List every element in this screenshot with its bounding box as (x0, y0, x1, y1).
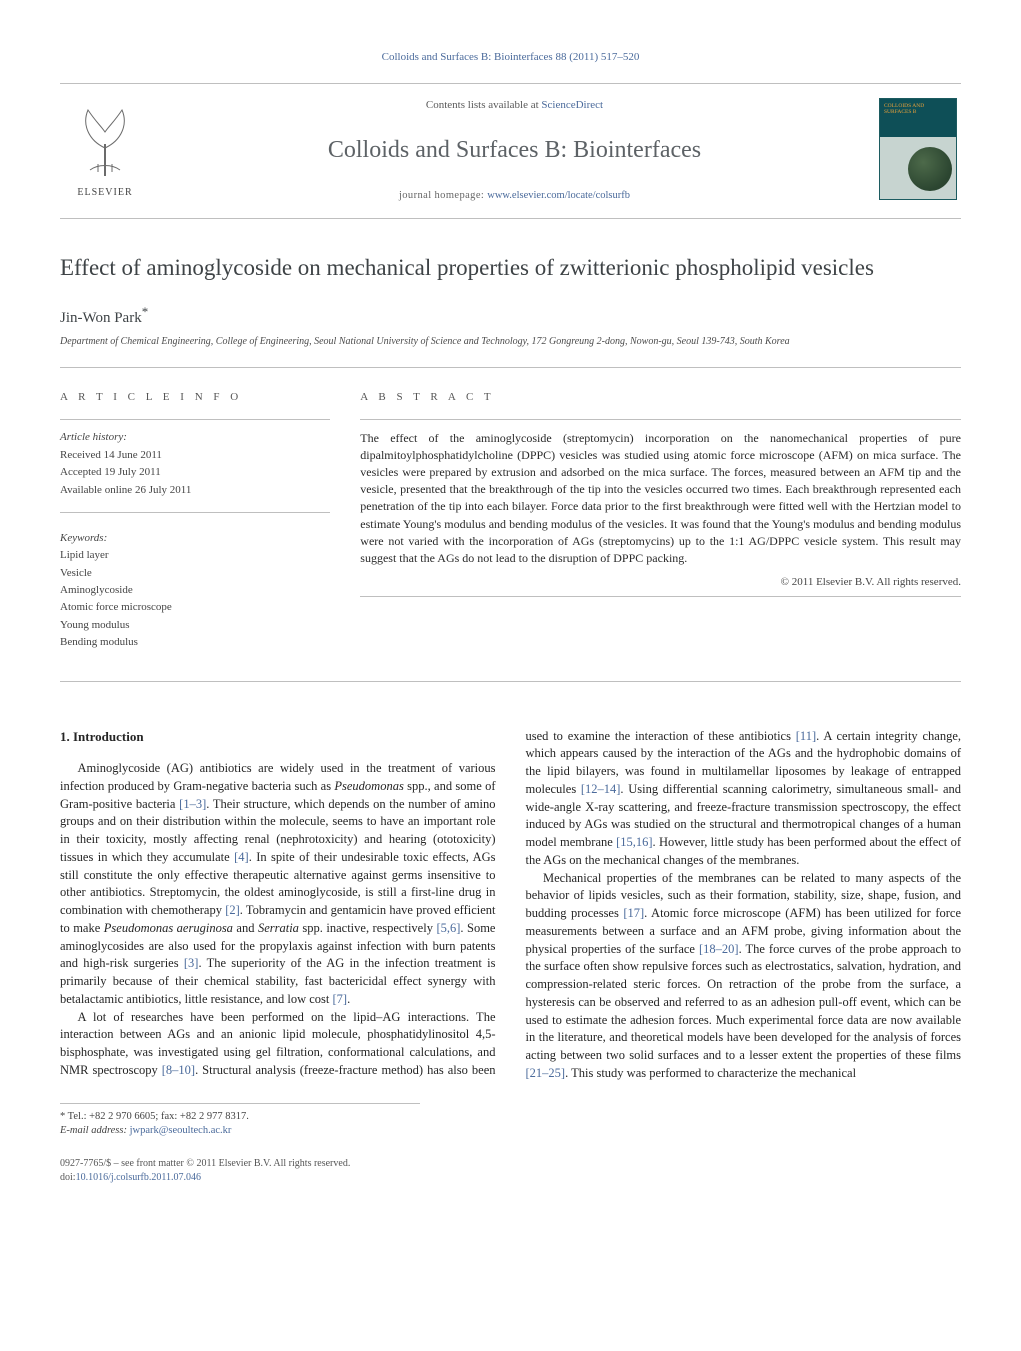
footnotes: * Tel.: +82 2 970 6605; fax: +82 2 977 8… (60, 1103, 420, 1139)
divider (60, 681, 961, 682)
doi-line: doi:10.1016/j.colsurfb.2011.07.046 (60, 1171, 350, 1185)
masthead-center: Contents lists available at ScienceDirec… (150, 98, 879, 204)
publisher-block: ELSEVIER (60, 98, 150, 200)
citation-link[interactable]: [15,16] (616, 835, 652, 849)
cover-thumb-block: COLLOIDS AND SURFACES B (879, 98, 961, 200)
citation-link[interactable]: [17] (623, 906, 644, 920)
citation-link[interactable]: [4] (234, 850, 249, 864)
homepage-line: journal homepage: www.elsevier.com/locat… (160, 189, 869, 204)
species-name: Serratia (258, 921, 299, 935)
history-label: Article history: (60, 430, 330, 445)
author-line: Jin-Won Park* (60, 303, 961, 329)
text-run: spp. inactive, respectively (299, 921, 437, 935)
article-info-column: A R T I C L E I N F O Article history: R… (60, 390, 330, 653)
journal-title: Colloids and Surfaces B: Biointerfaces (160, 134, 869, 168)
history-received: Received 14 June 2011 (60, 448, 330, 463)
contents-prefix: Contents lists available at (426, 99, 541, 111)
keyword-item: Lipid layer (60, 548, 330, 563)
divider (60, 419, 330, 420)
running-head-citation: Colloids and Surfaces B: Biointerfaces 8… (60, 50, 961, 65)
abstract-head: A B S T R A C T (360, 390, 961, 405)
doi-prefix: doi: (60, 1172, 76, 1183)
abstract-copyright: © 2011 Elsevier B.V. All rights reserved… (360, 575, 961, 590)
keyword-item: Vesicle (60, 566, 330, 581)
abstract-text: The effect of the aminoglycoside (strept… (360, 430, 961, 566)
author-name: Jin-Won Park (60, 310, 142, 326)
sciencedirect-link[interactable]: ScienceDirect (541, 99, 603, 111)
citation-link[interactable]: [21–25] (526, 1066, 566, 1080)
history-accepted: Accepted 19 July 2011 (60, 465, 330, 480)
citation-link[interactable]: [12–14] (581, 782, 621, 796)
publisher-label: ELSEVIER (77, 186, 132, 200)
article-title: Effect of aminoglycoside on mechanical p… (60, 253, 961, 283)
masthead: ELSEVIER Contents lists available at Sci… (60, 83, 961, 219)
divider (360, 419, 961, 420)
citation-link[interactable]: [2] (225, 903, 240, 917)
text-run: and (233, 921, 258, 935)
email-link[interactable]: jwpark@seoultech.ac.kr (130, 1125, 232, 1136)
species-name: Pseudomonas (334, 779, 403, 793)
issn-line: 0927-7765/$ – see front matter © 2011 El… (60, 1157, 350, 1171)
citation-link[interactable]: [3] (184, 956, 199, 970)
citation-link[interactable]: [1–3] (179, 797, 206, 811)
intro-heading: 1. Introduction (60, 728, 496, 746)
citation-link[interactable]: [8–10] (162, 1063, 195, 1077)
keywords-label: Keywords: (60, 531, 330, 546)
corresponding-tel: * Tel.: +82 2 970 6605; fax: +82 2 977 8… (60, 1110, 420, 1125)
info-abstract-row: A R T I C L E I N F O Article history: R… (60, 368, 961, 681)
cover-thumb-label: COLLOIDS AND SURFACES B (884, 103, 952, 115)
homepage-prefix: journal homepage: (399, 190, 487, 201)
text-run: . The force curves of the probe approach… (526, 942, 962, 1063)
issn-block: 0927-7765/$ – see front matter © 2011 El… (60, 1157, 350, 1184)
corresponding-email-line: E-mail address: jwpark@seoultech.ac.kr (60, 1124, 420, 1139)
citation-link[interactable]: [5,6] (436, 921, 460, 935)
homepage-link[interactable]: www.elsevier.com/locate/colsurfb (487, 190, 630, 201)
abstract-column: A B S T R A C T The effect of the aminog… (360, 390, 961, 653)
citation-link[interactable]: [7] (332, 992, 347, 1006)
divider (60, 512, 330, 513)
intro-p3: Mechanical properties of the membranes c… (526, 870, 962, 1083)
affiliation: Department of Chemical Engineering, Coll… (60, 335, 961, 349)
email-label: E-mail address: (60, 1125, 130, 1136)
keyword-item: Aminoglycoside (60, 583, 330, 598)
body-columns: 1. Introduction Aminoglycoside (AG) anti… (60, 728, 961, 1083)
text-run: . (347, 992, 350, 1006)
intro-p1: Aminoglycoside (AG) antibiotics are wide… (60, 760, 496, 1009)
elsevier-tree-icon (68, 98, 142, 180)
keyword-item: Bending modulus (60, 635, 330, 650)
species-name: Pseudomonas aeruginosa (104, 921, 233, 935)
doi-link[interactable]: 10.1016/j.colsurfb.2011.07.046 (76, 1172, 201, 1183)
corresponding-mark-icon: * (142, 304, 149, 319)
citation-link[interactable]: [18–20] (699, 942, 739, 956)
keyword-item: Young modulus (60, 618, 330, 633)
history-online: Available online 26 July 2011 (60, 483, 330, 498)
text-run: . This study was performed to characteri… (565, 1066, 856, 1080)
page-footer: 0927-7765/$ – see front matter © 2011 El… (60, 1157, 961, 1184)
citation-link[interactable]: [11] (796, 729, 816, 743)
contents-line: Contents lists available at ScienceDirec… (160, 98, 869, 113)
divider (360, 596, 961, 597)
keyword-item: Atomic force microscope (60, 600, 330, 615)
journal-cover-icon: COLLOIDS AND SURFACES B (879, 98, 957, 200)
article-info-head: A R T I C L E I N F O (60, 390, 330, 405)
